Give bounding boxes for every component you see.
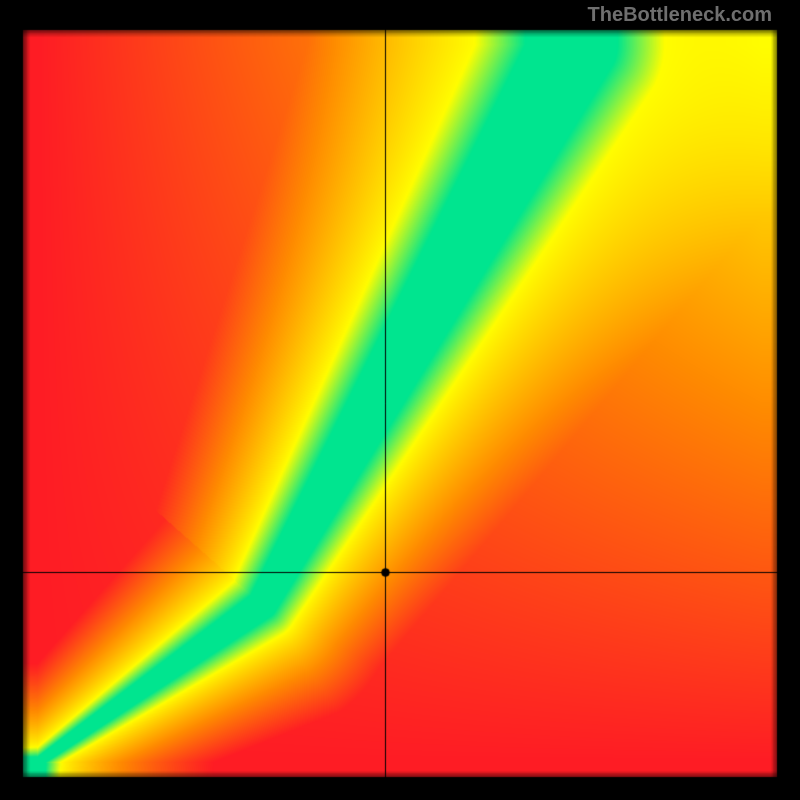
chart-container: TheBottleneck.com (0, 0, 800, 800)
heatmap-canvas (0, 0, 800, 800)
watermark-text: TheBottleneck.com (588, 4, 772, 27)
